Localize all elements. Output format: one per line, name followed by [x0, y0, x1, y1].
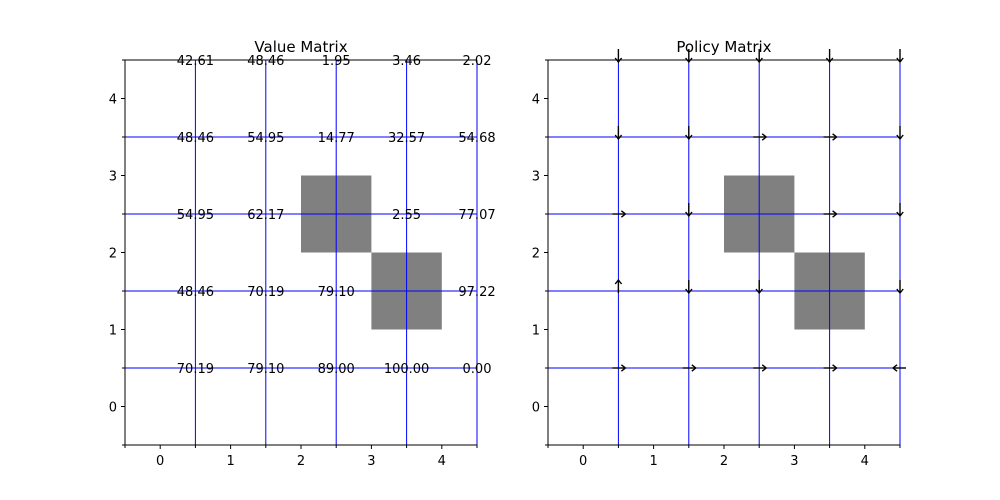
policy-arrow-right [682, 364, 697, 372]
x-tick-label: 4 [438, 454, 446, 469]
value-label: 2.55 [392, 208, 421, 223]
policy-arrow-right [612, 210, 627, 218]
value-label: 54.95 [247, 131, 284, 146]
policy-arrow-right [612, 364, 627, 372]
value-label: 14.77 [318, 131, 355, 146]
x-tick-label: 0 [579, 454, 587, 469]
policy-arrow-down [825, 49, 834, 64]
value-label: 100.00 [384, 362, 430, 377]
policy-arrow-right [753, 133, 768, 141]
y-tick-label: 2 [109, 247, 117, 262]
x-tick-label: 3 [790, 454, 798, 469]
y-tick-label: 1 [532, 324, 540, 339]
x-tick-label: 0 [156, 454, 164, 469]
value-label: 54.68 [458, 131, 495, 146]
policy-arrow-down [614, 49, 623, 64]
policy-arrow-right [823, 364, 838, 372]
x-tick-label: 2 [297, 454, 305, 469]
policy-arrow-down [685, 49, 693, 64]
value-label: 48.46 [177, 131, 214, 146]
policy-arrow-down [685, 126, 693, 141]
value-label: 48.46 [177, 285, 214, 300]
policy-arrow-down [685, 203, 693, 218]
value-label: 70.19 [247, 285, 284, 300]
value-label: 77.07 [458, 208, 495, 223]
y-tick-label: 4 [109, 93, 117, 108]
x-tick-label: 1 [649, 454, 657, 469]
policy-arrow-down [896, 49, 904, 64]
policy-arrow-down [896, 126, 904, 141]
policy-arrow-down [896, 280, 904, 295]
policy-arrow-down [685, 280, 693, 295]
value-label: 3.46 [392, 54, 421, 69]
value-matrix-title: Value Matrix [254, 38, 347, 56]
y-tick-label: 0 [532, 401, 540, 416]
policy-arrow-left [891, 364, 906, 372]
policy-arrow-right [753, 364, 768, 372]
y-tick-label: 0 [109, 401, 117, 416]
value-label: 79.10 [318, 285, 355, 300]
policy-arrow-right [823, 133, 838, 141]
policy-arrow-down [755, 49, 763, 64]
value-label: 42.61 [177, 54, 214, 69]
value-label: 97.22 [458, 285, 495, 300]
value-matrix-panel: Value Matrix 0 1 2 3 4 0 1 2 3 4 42.61 48.46 1.95 3.4… [109, 38, 496, 469]
value-label: 0.00 [463, 362, 492, 377]
y-tick-label: 3 [109, 170, 117, 185]
policy-arrow-up [614, 278, 623, 293]
y-tick-label: 4 [532, 93, 540, 108]
value-label: 89.00 [318, 362, 355, 377]
x-tick-label: 2 [720, 454, 728, 469]
x-tick-label: 1 [226, 454, 234, 469]
value-label: 62.17 [247, 208, 284, 223]
y-tick-label: 3 [532, 170, 540, 185]
value-label: 79.10 [247, 362, 284, 377]
value-label: 54.95 [177, 208, 214, 223]
value-label: 1.95 [322, 54, 351, 69]
value-label: 48.46 [247, 54, 284, 69]
policy-arrow-down [755, 280, 763, 295]
y-tick-label: 2 [532, 247, 540, 262]
policy-arrow-right [823, 210, 838, 218]
policy-arrow-down [896, 203, 904, 218]
value-label: 32.57 [388, 131, 425, 146]
policy-arrow-down [614, 126, 623, 141]
x-tick-label: 4 [861, 454, 869, 469]
value-label: 70.19 [177, 362, 214, 377]
y-tick-label: 1 [109, 324, 117, 339]
policy-matrix-title: Policy Matrix [676, 38, 771, 56]
policy-matrix-panel: Policy Matrix 0 1 2 3 4 0 1 2 3 4 [532, 38, 906, 469]
x-tick-label: 3 [367, 454, 375, 469]
value-label: 2.02 [463, 54, 492, 69]
